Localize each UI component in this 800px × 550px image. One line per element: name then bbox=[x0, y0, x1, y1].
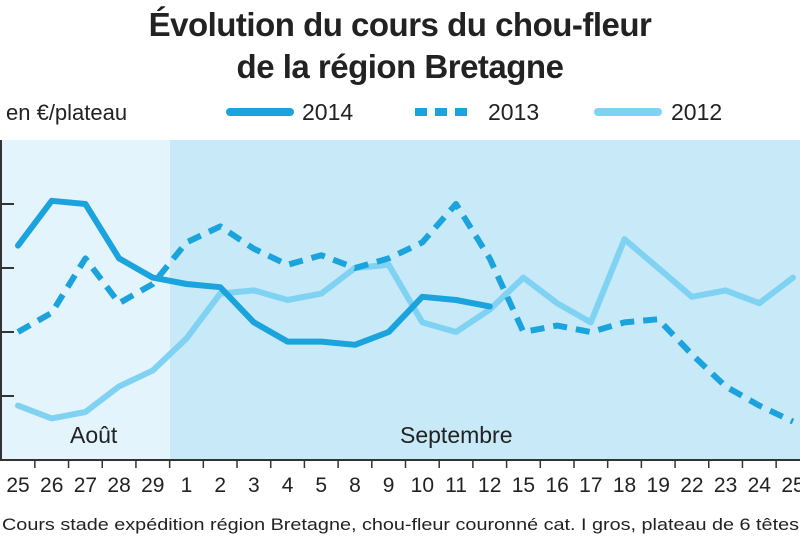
x-tick-label-7: 3 bbox=[248, 474, 260, 497]
x-tick-label-18: 18 bbox=[613, 474, 636, 497]
x-tick-label-15: 15 bbox=[512, 474, 535, 497]
x-tick-label-0: 25 bbox=[6, 474, 29, 497]
series-line-2014 bbox=[15, 197, 493, 348]
title-line-2: de la région Bretagne bbox=[236, 48, 564, 85]
x-tick-label-10: 8 bbox=[349, 474, 361, 497]
x-tick-label-5: 1 bbox=[181, 474, 193, 497]
x-tick-label-22: 24 bbox=[748, 474, 772, 497]
x-tick-label-14: 12 bbox=[478, 474, 501, 497]
month-label-aout: Août bbox=[70, 422, 118, 448]
x-tick-label-1: 26 bbox=[40, 474, 63, 497]
x-tick-label-8: 4 bbox=[282, 474, 294, 497]
legend-label-2013: 2013 bbox=[488, 99, 539, 125]
month-label-septembre: Septembre bbox=[400, 422, 513, 448]
legend-label-2014: 2014 bbox=[302, 99, 353, 125]
x-tick-label-20: 22 bbox=[680, 474, 703, 497]
shade-septembre bbox=[170, 140, 800, 460]
legend: 2014 2013 2012 bbox=[226, 99, 722, 125]
gridlines bbox=[0, 203, 14, 397]
series-lines bbox=[15, 197, 796, 425]
x-tick-labels: 25 26 27 28 29 1 2 3 4 5 8 9 10 11 12 15 16 17 18 19 22 23 24 2… bbox=[6, 460, 800, 497]
x-tick-label-2: 27 bbox=[74, 474, 97, 497]
x-tick-label-16: 16 bbox=[545, 474, 568, 497]
footnote: Cours stade expédition région Bretagne, … bbox=[2, 515, 799, 534]
x-tick-label-11: 9 bbox=[383, 474, 395, 497]
series-line-2012 bbox=[15, 236, 796, 422]
x-tick-label-6: 2 bbox=[214, 474, 226, 497]
x-tick-label-3: 28 bbox=[107, 474, 130, 497]
x-tick-label-12: 10 bbox=[411, 474, 434, 497]
x-tick-label-9: 5 bbox=[315, 474, 327, 497]
x-tick-label-4: 29 bbox=[141, 474, 164, 497]
x-tick-label-23: 25 bbox=[781, 474, 800, 497]
x-tick-label-13: 11 bbox=[445, 474, 467, 497]
x-tick-label-17: 17 bbox=[579, 474, 602, 497]
chart-title: Évolution du cours du chou-fleur de la r… bbox=[0, 4, 800, 88]
series-line-2013 bbox=[16, 201, 795, 425]
axes bbox=[0, 140, 800, 461]
x-tick-label-21: 23 bbox=[714, 474, 737, 497]
x-tick-label-19: 19 bbox=[647, 474, 670, 497]
legend-label-2012: 2012 bbox=[671, 99, 722, 125]
y-axis-label: en €/plateau bbox=[6, 100, 127, 125]
title-line-1: Évolution du cours du chou-fleur bbox=[148, 6, 652, 43]
